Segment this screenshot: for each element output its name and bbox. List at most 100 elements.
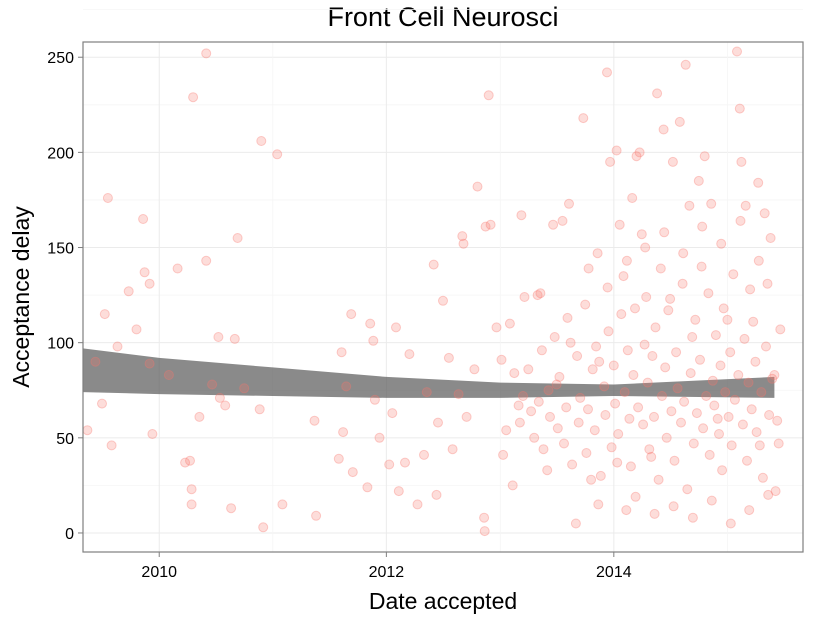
data-point — [698, 423, 709, 434]
data-point — [687, 332, 698, 342]
data-point — [311, 510, 322, 521]
data-point — [472, 181, 483, 192]
data-point — [587, 364, 598, 375]
data-point — [186, 499, 197, 510]
data-point — [633, 402, 644, 413]
data-point — [458, 238, 469, 249]
data-point — [163, 370, 174, 380]
data-point — [606, 442, 617, 453]
data-point — [764, 410, 775, 420]
data-point — [438, 295, 448, 306]
data-point — [672, 383, 683, 394]
data-point — [748, 316, 759, 327]
data-point — [603, 326, 614, 337]
data-point — [336, 347, 347, 358]
data-point — [559, 438, 569, 449]
y-tick-label: 250 — [47, 50, 74, 67]
data-point — [542, 465, 553, 476]
y-tick-label: 100 — [47, 336, 74, 353]
data-point — [715, 360, 726, 371]
data-point — [384, 459, 395, 470]
data-point — [624, 413, 635, 424]
data-point — [773, 438, 784, 449]
data-point — [726, 440, 737, 451]
data-point — [594, 356, 605, 367]
x-axis: 2010 2012 2014 — [141, 552, 632, 581]
data-point — [630, 491, 641, 502]
data-point — [750, 356, 761, 367]
data-point — [745, 284, 756, 295]
data-point — [461, 411, 472, 422]
data-point — [496, 354, 507, 365]
data-point — [667, 156, 678, 167]
data-point — [649, 508, 660, 519]
data-point — [729, 394, 740, 405]
data-point — [725, 347, 736, 358]
data-point — [419, 449, 429, 460]
data-point — [180, 457, 191, 468]
y-tick-label: 150 — [47, 241, 74, 258]
data-point — [634, 147, 645, 158]
data-point — [684, 200, 695, 211]
data-point — [641, 292, 652, 302]
data-point — [519, 292, 530, 302]
data-point — [707, 375, 718, 386]
data-point — [666, 406, 677, 417]
data-point — [516, 210, 527, 221]
data-point — [431, 489, 442, 500]
data-point — [570, 518, 581, 529]
data-point — [734, 103, 745, 114]
data-point — [646, 451, 657, 462]
data-point — [186, 484, 197, 495]
data-point — [740, 200, 751, 211]
data-point — [341, 381, 352, 392]
data-point — [699, 151, 710, 162]
data-point — [757, 472, 768, 483]
data-point — [147, 429, 158, 439]
points-layer — [82, 46, 786, 537]
data-point — [669, 455, 680, 466]
data-point — [663, 305, 674, 316]
data-point — [220, 400, 231, 411]
data-point — [591, 341, 602, 352]
data-point — [608, 360, 619, 371]
data-point — [82, 425, 93, 436]
data-point — [254, 404, 265, 415]
data-point — [513, 400, 524, 411]
data-point — [239, 383, 250, 394]
data-point — [655, 263, 666, 274]
data-point — [365, 318, 376, 329]
data-point — [690, 314, 701, 325]
data-point — [723, 411, 734, 422]
data-point — [479, 526, 490, 537]
data-point — [333, 453, 344, 464]
data-point — [138, 214, 149, 224]
data-point — [770, 486, 781, 497]
data-point — [412, 499, 423, 510]
plot-panel-border — [82, 41, 804, 553]
data-point — [485, 219, 496, 230]
data-point — [761, 341, 771, 352]
data-point — [557, 215, 568, 226]
data-point — [742, 455, 752, 466]
data-point — [573, 417, 584, 428]
data-point — [693, 175, 704, 186]
data-point — [421, 387, 432, 398]
data-point — [602, 67, 612, 78]
data-point — [622, 345, 633, 356]
data-point — [523, 364, 534, 375]
data-point — [600, 410, 611, 420]
data-point — [653, 474, 664, 485]
data-point — [610, 398, 621, 409]
data-point — [659, 227, 670, 238]
data-point — [739, 333, 750, 344]
data-point — [709, 400, 720, 411]
y-tick-label: 0 — [65, 526, 74, 543]
data-point — [735, 215, 746, 226]
data-point — [631, 151, 642, 162]
data-point — [767, 373, 778, 384]
data-point — [548, 219, 559, 230]
data-point — [309, 415, 320, 426]
data-point — [754, 440, 765, 451]
data-point — [554, 371, 565, 382]
